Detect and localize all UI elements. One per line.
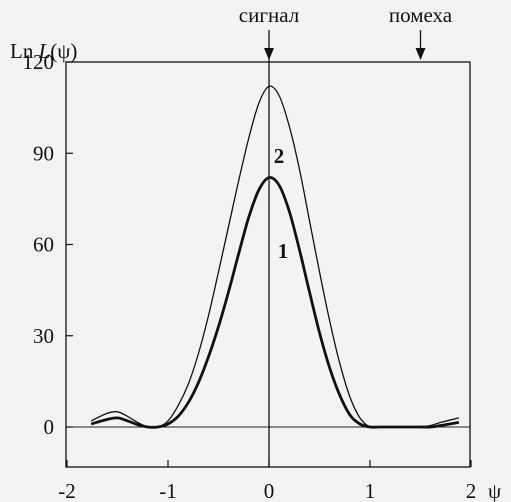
x-tick-label: 2	[466, 479, 477, 502]
labels-layer: 0 30 60 90 120 -2 -1 0 1 2 сигнал помеха 1 2	[23, 3, 477, 502]
annotation-noise-label: помеха	[389, 3, 453, 27]
noise-arrow-icon	[415, 48, 426, 60]
series-line-2	[90, 85, 460, 429]
x-axis-label: ψ	[488, 479, 501, 502]
y-tick-label: 30	[33, 324, 54, 348]
y-axis-label: Ln L(ψ)	[10, 39, 77, 63]
y-tick-label: 0	[44, 415, 55, 439]
x-tick-label: -2	[58, 479, 76, 502]
x-tick-label: 1	[365, 479, 376, 502]
y-tick-label: 60	[33, 233, 54, 257]
annotation-signal-label: сигнал	[239, 3, 299, 27]
y-tick-label: 90	[33, 141, 54, 165]
series-label-1: 1	[278, 239, 289, 263]
plot-frame	[65, 61, 471, 468]
signal-arrow-icon	[264, 48, 274, 60]
series-layer	[90, 85, 460, 429]
x-tick-label: -1	[159, 479, 177, 502]
x-tick-label: 0	[264, 479, 275, 502]
series-label-2: 2	[274, 144, 285, 168]
series-line-1	[90, 176, 460, 429]
axes	[65, 30, 472, 468]
y-tick-label: 120	[23, 50, 55, 74]
